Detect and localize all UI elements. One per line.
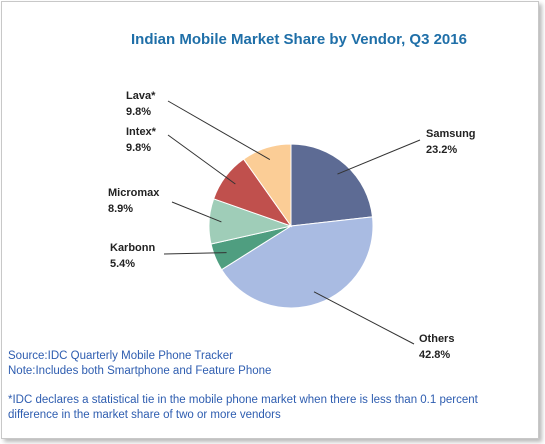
leader-line xyxy=(337,139,421,175)
slice-label: Micromax xyxy=(108,187,160,199)
frame: Indian Mobile Market Share by Vendor, Q3… xyxy=(1,1,539,439)
source: Source:IDC Quarterly Mobile Phone Tracke… xyxy=(8,350,233,362)
leader-line xyxy=(167,134,236,185)
pie-slice xyxy=(290,143,374,227)
leader-line xyxy=(171,201,222,223)
chart: Indian Mobile Market Share by Vendor, Q3… xyxy=(108,31,476,361)
slice-value: 9.8% xyxy=(126,106,151,118)
slice-label: Karbonn xyxy=(110,242,156,254)
slice-value: 23.2% xyxy=(426,144,457,156)
slice-value: 8.9% xyxy=(108,203,133,215)
slice-label: Intex* xyxy=(126,126,157,138)
slice-label: Samsung xyxy=(426,128,476,140)
pie-slice xyxy=(242,143,292,228)
leader-line xyxy=(167,100,271,161)
footnote: *IDC declares a statistical tie in the m… xyxy=(8,394,478,421)
slice-value: 42.8% xyxy=(419,349,450,361)
leader-line xyxy=(163,252,227,255)
leader-line xyxy=(313,291,415,345)
slice-value: 5.4% xyxy=(110,258,135,270)
slice-label: Others xyxy=(419,333,454,345)
note: Note:Includes both Smartphone and Featur… xyxy=(8,365,272,377)
chart-title: Indian Mobile Market Share by Vendor, Q3… xyxy=(131,31,467,48)
slice-label: Lava* xyxy=(126,90,156,102)
pie-slice xyxy=(220,216,374,309)
slice-value: 9.8% xyxy=(126,142,151,154)
